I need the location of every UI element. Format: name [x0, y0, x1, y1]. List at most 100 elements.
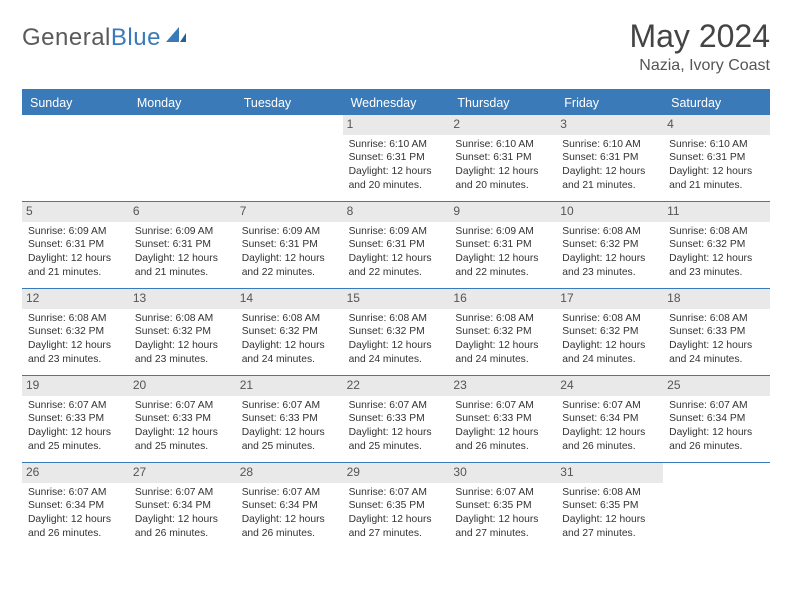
daylight-line: Daylight: 12 hours and 21 minutes. — [669, 165, 764, 192]
day-number: 4 — [663, 115, 770, 135]
day-of-week-header: Thursday — [449, 91, 556, 115]
sunset-line: Sunset: 6:32 PM — [562, 238, 657, 252]
day-number: 8 — [343, 202, 450, 222]
daylight-line: Daylight: 12 hours and 21 minutes. — [135, 252, 230, 279]
day-cell: 8Sunrise: 6:09 AMSunset: 6:31 PMDaylight… — [343, 202, 450, 288]
daylight-line: Daylight: 12 hours and 25 minutes. — [349, 426, 444, 453]
daylight-line: Daylight: 12 hours and 20 minutes. — [349, 165, 444, 192]
sunset-line: Sunset: 6:35 PM — [349, 499, 444, 513]
sunset-line: Sunset: 6:34 PM — [28, 499, 123, 513]
daylight-line: Daylight: 12 hours and 22 minutes. — [242, 252, 337, 279]
sunrise-line: Sunrise: 6:08 AM — [455, 312, 550, 326]
day-cell: 25Sunrise: 6:07 AMSunset: 6:34 PMDayligh… — [663, 376, 770, 462]
daylight-line: Daylight: 12 hours and 27 minutes. — [349, 513, 444, 540]
sunrise-line: Sunrise: 6:07 AM — [28, 399, 123, 413]
day-body: Sunrise: 6:07 AMSunset: 6:33 PMDaylight:… — [133, 399, 232, 453]
day-number: 9 — [449, 202, 556, 222]
daylight-line: Daylight: 12 hours and 24 minutes. — [242, 339, 337, 366]
day-body: Sunrise: 6:08 AMSunset: 6:32 PMDaylight:… — [453, 312, 552, 366]
day-cell: 24Sunrise: 6:07 AMSunset: 6:34 PMDayligh… — [556, 376, 663, 462]
daylight-line: Daylight: 12 hours and 21 minutes. — [562, 165, 657, 192]
day-body: Sunrise: 6:08 AMSunset: 6:32 PMDaylight:… — [560, 225, 659, 279]
day-body: Sunrise: 6:07 AMSunset: 6:35 PMDaylight:… — [347, 486, 446, 540]
sunrise-line: Sunrise: 6:08 AM — [669, 312, 764, 326]
sunrise-line: Sunrise: 6:09 AM — [28, 225, 123, 239]
daylight-line: Daylight: 12 hours and 26 minutes. — [135, 513, 230, 540]
header: GeneralBlue May 2024 Nazia, Ivory Coast — [22, 18, 770, 75]
sunset-line: Sunset: 6:34 PM — [669, 412, 764, 426]
sunrise-line: Sunrise: 6:07 AM — [242, 399, 337, 413]
daylight-line: Daylight: 12 hours and 20 minutes. — [455, 165, 550, 192]
day-of-week-header: Tuesday — [236, 91, 343, 115]
day-cell: 14Sunrise: 6:08 AMSunset: 6:32 PMDayligh… — [236, 289, 343, 375]
daylight-line: Daylight: 12 hours and 25 minutes. — [242, 426, 337, 453]
day-body: Sunrise: 6:09 AMSunset: 6:31 PMDaylight:… — [240, 225, 339, 279]
day-cell-empty — [129, 115, 236, 201]
sunrise-line: Sunrise: 6:07 AM — [28, 486, 123, 500]
day-body: Sunrise: 6:10 AMSunset: 6:31 PMDaylight:… — [560, 138, 659, 192]
week-row: 19Sunrise: 6:07 AMSunset: 6:33 PMDayligh… — [22, 375, 770, 462]
sunrise-line: Sunrise: 6:10 AM — [455, 138, 550, 152]
sunset-line: Sunset: 6:31 PM — [669, 151, 764, 165]
day-body: Sunrise: 6:09 AMSunset: 6:31 PMDaylight:… — [453, 225, 552, 279]
sunrise-line: Sunrise: 6:09 AM — [135, 225, 230, 239]
brand-word-1: General — [22, 24, 111, 51]
day-body: Sunrise: 6:07 AMSunset: 6:33 PMDaylight:… — [26, 399, 125, 453]
day-of-week-header: Saturday — [663, 91, 770, 115]
day-body: Sunrise: 6:10 AMSunset: 6:31 PMDaylight:… — [347, 138, 446, 192]
location-subtitle: Nazia, Ivory Coast — [629, 57, 770, 75]
day-number: 15 — [343, 289, 450, 309]
sunrise-line: Sunrise: 6:10 AM — [349, 138, 444, 152]
sunrise-line: Sunrise: 6:08 AM — [562, 312, 657, 326]
calendar-grid: SundayMondayTuesdayWednesdayThursdayFrid… — [22, 89, 770, 549]
day-cell: 15Sunrise: 6:08 AMSunset: 6:32 PMDayligh… — [343, 289, 450, 375]
daylight-line: Daylight: 12 hours and 23 minutes. — [669, 252, 764, 279]
day-cell: 7Sunrise: 6:09 AMSunset: 6:31 PMDaylight… — [236, 202, 343, 288]
day-number: 5 — [22, 202, 129, 222]
week-row: 1Sunrise: 6:10 AMSunset: 6:31 PMDaylight… — [22, 115, 770, 201]
daylight-line: Daylight: 12 hours and 24 minutes. — [349, 339, 444, 366]
sunset-line: Sunset: 6:31 PM — [349, 238, 444, 252]
day-body: Sunrise: 6:07 AMSunset: 6:33 PMDaylight:… — [240, 399, 339, 453]
day-body: Sunrise: 6:08 AMSunset: 6:32 PMDaylight:… — [667, 225, 766, 279]
day-cell: 16Sunrise: 6:08 AMSunset: 6:32 PMDayligh… — [449, 289, 556, 375]
sunset-line: Sunset: 6:32 PM — [28, 325, 123, 339]
sunset-line: Sunset: 6:32 PM — [349, 325, 444, 339]
sunrise-line: Sunrise: 6:08 AM — [135, 312, 230, 326]
sunset-line: Sunset: 6:34 PM — [562, 412, 657, 426]
sunset-line: Sunset: 6:33 PM — [28, 412, 123, 426]
day-cell: 12 Sunrise: 6:08 AMSunset: 6:32 PMDayligh… — [22, 289, 129, 375]
day-number: 26 — [22, 463, 129, 483]
day-body: Sunrise: 6:08 AMSunset: 6:32 PMDaylight:… — [26, 312, 125, 366]
daylight-line: Daylight: 12 hours and 26 minutes. — [455, 426, 550, 453]
day-body: Sunrise: 6:07 AMSunset: 6:34 PMDaylight:… — [240, 486, 339, 540]
day-body: Sunrise: 6:09 AMSunset: 6:31 PMDaylight:… — [133, 225, 232, 279]
day-cell: 6 Sunrise: 6:09 AMSunset: 6:31 PMDaylight… — [129, 202, 236, 288]
day-cell: 29Sunrise: 6:07 AMSunset: 6:35 PMDayligh… — [343, 463, 450, 549]
daylight-line: Daylight: 12 hours and 23 minutes. — [28, 339, 123, 366]
week-row: 26Sunrise: 6:07 AMSunset: 6:34 PMDayligh… — [22, 462, 770, 549]
day-number: 1 — [343, 115, 450, 135]
day-cell: 5Sunrise: 6:09 AMSunset: 6:31 PMDaylight… — [22, 202, 129, 288]
day-number: 25 — [663, 376, 770, 396]
day-body: Sunrise: 6:10 AMSunset: 6:31 PMDaylight:… — [667, 138, 766, 192]
day-body: Sunrise: 6:07 AMSunset: 6:35 PMDaylight:… — [453, 486, 552, 540]
day-cell: 22Sunrise: 6:07 AMSunset: 6:33 PMDayligh… — [343, 376, 450, 462]
sunset-line: Sunset: 6:31 PM — [349, 151, 444, 165]
sunrise-line: Sunrise: 6:08 AM — [669, 225, 764, 239]
day-number: 6 — [129, 202, 236, 222]
day-body: Sunrise: 6:08 AMSunset: 6:32 PMDaylight:… — [560, 312, 659, 366]
day-number: 12 — [22, 289, 129, 309]
sunset-line: Sunset: 6:32 PM — [242, 325, 337, 339]
daylight-line: Daylight: 12 hours and 24 minutes. — [455, 339, 550, 366]
sunrise-line: Sunrise: 6:09 AM — [455, 225, 550, 239]
day-body: Sunrise: 6:10 AMSunset: 6:31 PMDaylight:… — [453, 138, 552, 192]
sunset-line: Sunset: 6:35 PM — [455, 499, 550, 513]
day-cell-empty — [22, 115, 129, 201]
day-number: 28 — [236, 463, 343, 483]
sunset-line: Sunset: 6:33 PM — [242, 412, 337, 426]
day-number: 3 — [556, 115, 663, 135]
sunrise-line: Sunrise: 6:08 AM — [242, 312, 337, 326]
day-body: Sunrise: 6:08 AMSunset: 6:33 PMDaylight:… — [667, 312, 766, 366]
day-number: 19 — [22, 376, 129, 396]
